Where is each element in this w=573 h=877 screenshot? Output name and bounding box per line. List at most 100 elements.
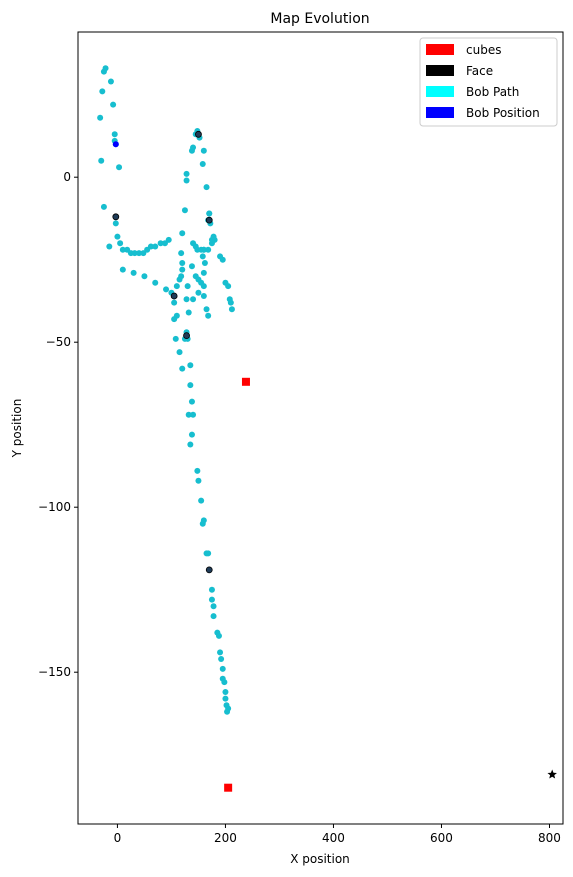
legend-swatch-bob-path — [426, 86, 454, 97]
x-tick-label: 600 — [430, 831, 453, 845]
bob-path-point — [141, 273, 148, 280]
bob-path-point — [208, 596, 215, 603]
x-axis: 0 200 400 600 800 — [114, 824, 561, 845]
legend-label-bob-path: Bob Path — [466, 85, 519, 99]
face-point — [205, 566, 213, 574]
y-tick-label: −100 — [38, 500, 71, 514]
bob-path-point — [181, 207, 188, 214]
x-tick-label: 0 — [114, 831, 122, 845]
bob-path-point — [107, 78, 114, 85]
bob-path-point — [221, 679, 228, 686]
legend-label-bob-position: Bob Position — [466, 106, 540, 120]
legend-frame — [419, 37, 558, 127]
y-axis: 0 −50 −100 −150 — [38, 170, 78, 679]
legend: cubes Face Bob Path Bob Position — [419, 37, 558, 127]
bob-path-point — [219, 256, 226, 263]
y-tick-label: −50 — [46, 335, 71, 349]
bob-path-point — [205, 312, 212, 319]
bob-path-point — [206, 210, 213, 217]
bob-path-point — [195, 477, 202, 484]
bob-path-point — [97, 114, 104, 121]
bob-path-point — [179, 230, 186, 237]
bob-path-point — [198, 497, 205, 504]
bob-path-point — [178, 273, 185, 280]
legend-swatch-cubes — [426, 44, 454, 55]
bob-path-point — [119, 266, 126, 273]
bob-path-point — [190, 240, 197, 247]
bob-path-point — [152, 279, 159, 286]
bob-path-point — [187, 362, 194, 369]
bob-path-point — [157, 240, 164, 247]
bob-path-point — [200, 293, 207, 299]
cubes-point — [241, 377, 250, 386]
bob-path-point — [227, 299, 234, 306]
bob-path-point — [112, 220, 119, 227]
bob-path-point — [111, 131, 118, 138]
bob-path-point — [210, 603, 217, 610]
bob-path-point — [218, 656, 225, 662]
bob-path-point — [179, 266, 186, 273]
bob-path-point — [225, 283, 232, 290]
bob-path-point — [208, 586, 215, 593]
bob-path-point — [136, 250, 143, 257]
bob-path-point — [184, 283, 191, 290]
bob-path-point — [147, 243, 154, 250]
bob-path-point — [183, 296, 190, 303]
chart-title: Map Evolution — [270, 11, 369, 27]
y-axis-label: Y position — [10, 399, 24, 459]
bob-path-point — [210, 613, 217, 620]
bob-path-point — [106, 243, 113, 250]
bob-path-point — [165, 236, 172, 243]
bob-path-point — [171, 299, 178, 306]
legend-label-face: Face — [466, 64, 493, 78]
bob-path-point — [188, 263, 195, 270]
bob-path-point — [201, 260, 208, 266]
bob-path-point — [185, 309, 192, 316]
bob-path-point — [188, 431, 195, 438]
bob-path-point — [102, 65, 109, 72]
cubes-point — [224, 783, 233, 792]
bob-path-point — [200, 246, 207, 253]
bob-path-point — [179, 260, 186, 266]
bob-position-point — [112, 141, 119, 148]
legend-swatch-face — [426, 65, 454, 76]
bob-path-point — [183, 177, 190, 184]
face-point — [205, 216, 213, 224]
bob-path-point — [199, 253, 206, 260]
bob-path-point — [187, 441, 194, 448]
bob-path-point — [163, 286, 170, 293]
data-marks — [97, 65, 557, 792]
bob-path-point — [114, 233, 121, 240]
bob-path-point — [205, 550, 212, 557]
bob-path-point — [179, 365, 186, 372]
legend-swatch-bob-position — [426, 107, 454, 118]
bob-path-point — [228, 306, 235, 313]
face-point — [183, 332, 190, 340]
bob-path-point — [199, 161, 206, 167]
bob-path-point — [203, 306, 210, 313]
x-tick-label: 200 — [214, 831, 237, 845]
face-point — [112, 213, 120, 221]
bob-path-point — [208, 236, 215, 243]
bob-path-point — [190, 411, 197, 418]
bob-path-point — [203, 184, 210, 191]
y-tick-label: 0 — [63, 170, 71, 184]
x-tick-label: 800 — [538, 831, 561, 845]
bob-path-point — [200, 283, 207, 290]
face-point — [170, 292, 178, 300]
bob-path-point — [176, 349, 183, 356]
bob-path-point — [200, 517, 207, 524]
bob-path-point — [219, 665, 226, 672]
legend-label-cubes: cubes — [466, 43, 501, 57]
bob-path-point — [119, 246, 126, 253]
bob-path-point — [222, 689, 229, 695]
bob-path-point — [98, 157, 105, 164]
bob-path-point — [224, 708, 231, 715]
y-tick-label: −150 — [38, 665, 71, 679]
bob-path-point — [183, 170, 190, 177]
plot-area — [77, 31, 564, 825]
face-star-point — [547, 769, 557, 779]
x-tick-label: 400 — [322, 831, 345, 845]
bob-path-point — [117, 240, 124, 247]
